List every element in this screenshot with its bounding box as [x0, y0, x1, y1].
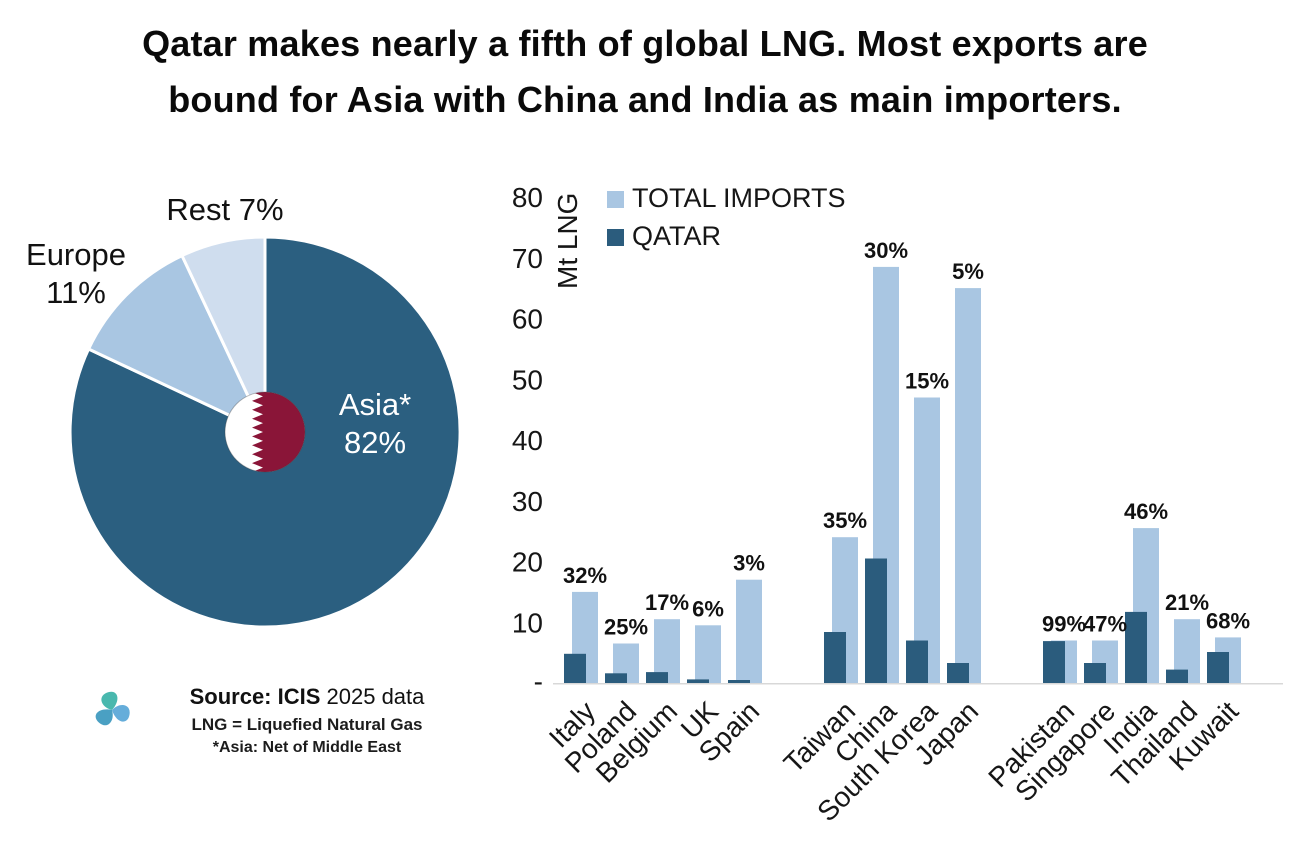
chart-title-line-2: bound for Asia with China and India as m… — [168, 79, 1122, 120]
icis-logo-icon — [95, 691, 130, 726]
pct-label-uk: 6% — [692, 596, 724, 621]
pct-label-south-korea: 15% — [905, 369, 949, 394]
qatar-flag-maroon — [252, 392, 305, 472]
bar-total-uk — [695, 625, 721, 683]
y-tick-10: 10 — [512, 607, 543, 638]
y-tick-zero: - — [534, 666, 543, 697]
pct-label-singapore: 47% — [1083, 612, 1127, 637]
y-tick-50: 50 — [512, 364, 543, 395]
pct-label-india: 46% — [1124, 499, 1168, 524]
pie-label-asia: 82% — [344, 425, 406, 460]
pct-label-belgium: 17% — [645, 590, 689, 615]
y-axis-label: Mt LNG — [552, 193, 583, 289]
legend-swatch-qatar — [607, 229, 624, 246]
bar-qatar-kuwait — [1207, 652, 1229, 683]
y-tick-30: 30 — [512, 486, 543, 517]
bar-qatar-spain — [728, 680, 750, 683]
pie-label-rest: Rest 7% — [166, 192, 283, 227]
bar-qatar-poland — [605, 673, 627, 683]
source-name: Source: ICIS — [189, 684, 321, 709]
source-block: Source: ICIS 2025 data LNG = Liquefied N… — [88, 684, 468, 757]
chart-title: Qatar makes nearly a fifth of global LNG… — [0, 16, 1290, 128]
source-year: 2025 data — [320, 684, 425, 709]
pct-label-taiwan: 35% — [823, 508, 867, 533]
pie-label-europe: 11% — [46, 275, 106, 310]
y-tick-20: 20 — [512, 547, 543, 578]
bar-qatar-belgium — [646, 672, 668, 683]
bar-qatar-pakistan — [1043, 641, 1065, 683]
pct-label-japan: 5% — [952, 259, 984, 284]
bar-chart: 80 70 60 50 40 30 20 10 - Mt LNG TOTAL IMPORTS QATA… — [512, 182, 1283, 827]
bar-qatar-japan — [947, 663, 969, 683]
y-tick-40: 40 — [512, 425, 543, 456]
pie-slice-rest — [180, 235, 267, 434]
bar-qatar-italy — [564, 653, 586, 683]
source-line-2: LNG = Liquefied Natural Gas — [191, 715, 423, 734]
bar-qatar-thailand — [1166, 669, 1188, 683]
bar-qatar-singapore — [1084, 663, 1106, 683]
pie-label-europe: Europe — [26, 237, 126, 272]
source-line-1: Source: ICIS 2025 data — [190, 684, 425, 710]
source-line-3: *Asia: Net of Middle East — [212, 739, 402, 756]
pct-label-china: 30% — [864, 238, 908, 263]
bar-total-spain — [736, 579, 762, 683]
y-tick-80: 80 — [512, 182, 543, 213]
source-lines: Source: ICIS 2025 data LNG = Liquefied N… — [146, 684, 468, 757]
bar-qatar-india — [1125, 611, 1147, 683]
pct-label-kuwait: 68% — [1206, 608, 1250, 633]
bar-qatar-uk — [687, 679, 709, 683]
pct-label-thailand: 21% — [1165, 590, 1209, 615]
pie-label-asia: Asia* — [339, 387, 411, 422]
legend-label-qatar: QATAR — [632, 221, 721, 251]
y-tick-70: 70 — [512, 243, 543, 274]
legend-label-total-imports: TOTAL IMPORTS — [632, 183, 846, 213]
pct-label-spain: 3% — [733, 551, 765, 576]
pie-slice-europe — [87, 254, 267, 434]
y-tick-60: 60 — [512, 304, 543, 335]
bar-qatar-china — [865, 558, 887, 683]
bar-total-south-korea — [914, 397, 940, 683]
bar-total-japan — [955, 288, 981, 683]
bar-qatar-south-korea — [906, 640, 928, 683]
pct-label-poland: 25% — [604, 615, 648, 640]
legend-swatch-total-imports — [607, 191, 624, 208]
qatar-flag-ring — [224, 391, 306, 473]
pct-label-italy: 32% — [563, 563, 607, 588]
bar-qatar-taiwan — [824, 632, 846, 683]
pct-label-pakistan: 99% — [1042, 612, 1086, 637]
chart-title-line-1: Qatar makes nearly a fifth of global LNG… — [142, 23, 1148, 64]
